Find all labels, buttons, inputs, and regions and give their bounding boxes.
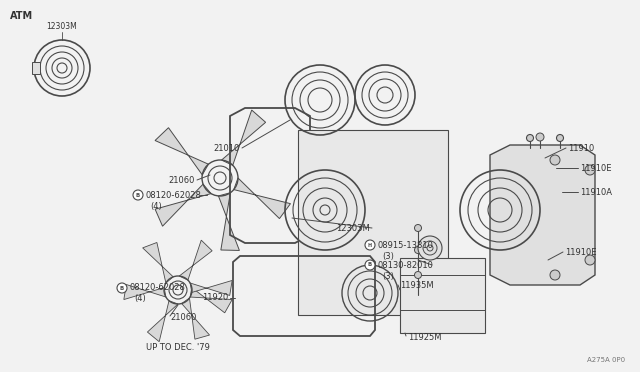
Text: 21060: 21060 [168, 176, 195, 185]
Text: B: B [136, 192, 140, 198]
Text: H: H [368, 243, 372, 247]
Polygon shape [234, 178, 291, 219]
Circle shape [418, 236, 442, 260]
Circle shape [536, 133, 544, 141]
Polygon shape [295, 50, 450, 135]
Circle shape [557, 135, 563, 141]
Text: 11910: 11910 [568, 144, 595, 153]
Polygon shape [182, 298, 209, 339]
Circle shape [415, 247, 422, 253]
Text: B: B [368, 263, 372, 267]
Text: A275A 0P0: A275A 0P0 [587, 357, 625, 363]
Polygon shape [221, 110, 266, 165]
Circle shape [550, 155, 560, 165]
Text: 11910E: 11910E [580, 164, 611, 173]
Polygon shape [190, 280, 232, 295]
Text: 12303M: 12303M [47, 22, 77, 31]
Text: ATM: ATM [10, 11, 33, 21]
Text: 08915-13810: 08915-13810 [377, 241, 433, 250]
Text: 11910E: 11910E [565, 247, 596, 257]
Text: (3): (3) [382, 272, 394, 280]
Polygon shape [190, 288, 232, 313]
Polygon shape [470, 140, 520, 295]
Bar [400, 258, 485, 333]
Polygon shape [155, 184, 211, 226]
Polygon shape [179, 240, 212, 280]
Text: (3): (3) [382, 251, 394, 260]
Circle shape [585, 165, 595, 175]
Polygon shape [218, 193, 239, 250]
Circle shape [550, 270, 560, 280]
Circle shape [415, 272, 422, 279]
Text: 11920: 11920 [202, 294, 228, 302]
Text: 12303M: 12303M [336, 224, 370, 232]
Polygon shape [124, 285, 166, 299]
Text: UP TO DEC. '79: UP TO DEC. '79 [146, 343, 210, 353]
Bar [32, 62, 40, 74]
Text: (4): (4) [134, 295, 146, 304]
Text: 08120-62028: 08120-62028 [145, 190, 201, 199]
Polygon shape [147, 301, 178, 342]
Polygon shape [490, 145, 595, 285]
Text: 21010: 21010 [214, 144, 240, 153]
Polygon shape [143, 243, 173, 283]
Bar [5, 5, 125, 115]
Circle shape [365, 260, 375, 270]
Polygon shape [295, 60, 455, 330]
Circle shape [415, 224, 422, 231]
Text: 11910A: 11910A [580, 187, 612, 196]
Text: B: B [120, 285, 124, 291]
Text: (4): (4) [150, 202, 162, 211]
Text: 08130-82010: 08130-82010 [377, 260, 433, 269]
Circle shape [117, 283, 127, 293]
Bar [298, 130, 448, 315]
Text: 11935M: 11935M [400, 280, 434, 289]
Polygon shape [155, 128, 209, 175]
Circle shape [365, 240, 375, 250]
Circle shape [527, 135, 534, 141]
Circle shape [585, 255, 595, 265]
Text: 08120-62028: 08120-62028 [129, 283, 185, 292]
Circle shape [133, 190, 143, 200]
Text: 21060: 21060 [170, 314, 196, 323]
Text: 11925M: 11925M [408, 334, 442, 343]
